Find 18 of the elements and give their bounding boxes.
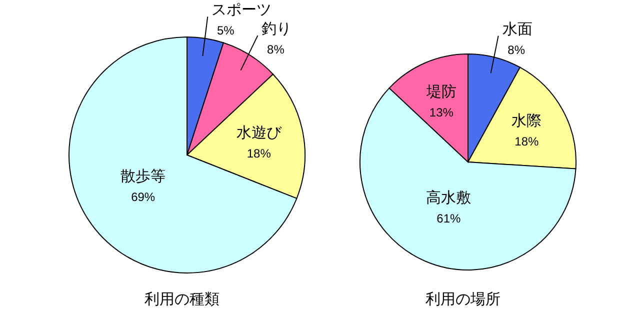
data-label: 8% bbox=[508, 42, 526, 57]
data-label: 69% bbox=[131, 190, 156, 204]
data-label: 8% bbox=[267, 42, 285, 57]
slice-label: 水遊び bbox=[236, 124, 282, 142]
slice-label: 高水敷 bbox=[426, 190, 472, 207]
text: 利用の場所 bbox=[424, 290, 502, 309]
slice-label: 堤防 bbox=[425, 84, 456, 101]
slice-label: スポーツ bbox=[212, 2, 272, 19]
data-label: 61% bbox=[436, 212, 462, 226]
data-label: 18% bbox=[514, 134, 540, 149]
slice-label: 水際 bbox=[512, 112, 542, 130]
data-label: 18% bbox=[246, 146, 272, 160]
data-label: 5% bbox=[216, 24, 235, 38]
text: 利用の種類 bbox=[144, 290, 220, 309]
slice-label: 水面 bbox=[502, 20, 532, 38]
data-label: 13% bbox=[429, 106, 454, 120]
slice-label: 釣り bbox=[262, 20, 292, 38]
slice-label: 散歩等 bbox=[120, 168, 166, 185]
